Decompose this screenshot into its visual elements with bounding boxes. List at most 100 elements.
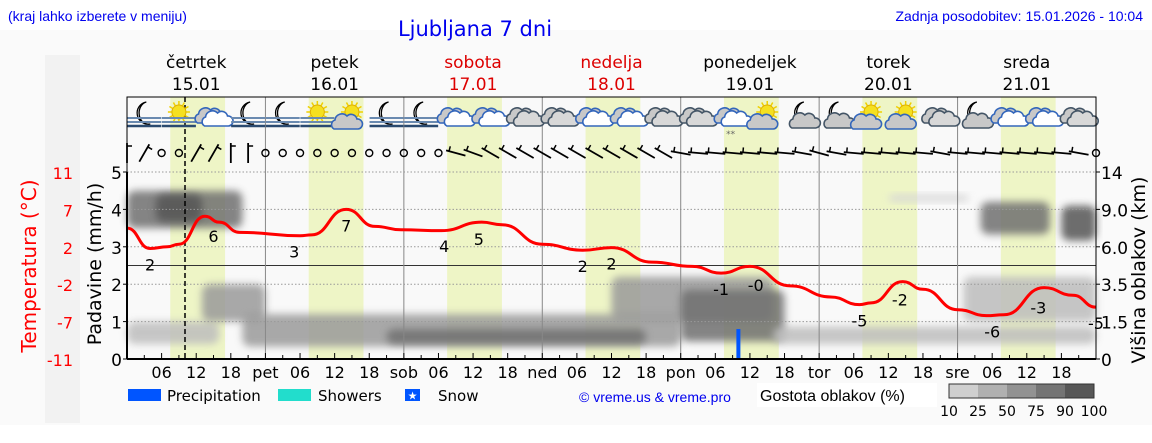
wind-staff — [498, 147, 517, 159]
wind-barb — [483, 144, 488, 150]
moon-icon — [274, 101, 289, 125]
grid — [127, 97, 1096, 359]
wind-barb-icon — [498, 144, 517, 159]
wind-barb — [552, 144, 557, 150]
x-tick-label: 18 — [636, 363, 656, 382]
temperature-label: 5 — [474, 230, 484, 249]
sun-ray — [184, 105, 189, 110]
weather-icon-moon-fog — [265, 101, 300, 128]
wind-barb-icon — [533, 144, 552, 159]
day-date: 18.01 — [587, 75, 636, 95]
wind-staff — [138, 143, 151, 163]
location-hint[interactable]: (kraj lahko izberete v meniju) — [8, 8, 187, 24]
wind-barb — [932, 146, 935, 152]
x-tick-label: 06 — [705, 363, 725, 382]
wind-barb — [811, 146, 815, 152]
sun-icon — [309, 104, 325, 120]
wind-barb-icon — [1068, 146, 1089, 156]
wind-barb-icon — [757, 147, 778, 155]
daylight-band — [862, 97, 918, 359]
temperature-label: 2 — [145, 256, 155, 275]
sun-ray — [357, 114, 362, 119]
cloud-layer — [680, 289, 785, 342]
wind-barb-icon — [190, 143, 205, 163]
weather-icon-cloud — [194, 107, 234, 127]
calm-wind-icon — [382, 148, 391, 158]
temperature-tick-label: -7 — [57, 314, 73, 333]
moon-icon — [413, 101, 428, 125]
cloud-layer — [980, 201, 1050, 235]
day-date: 15.01 — [172, 75, 221, 95]
cloud-height-tick-label: 1.5 — [1101, 314, 1128, 334]
cloud-icon — [884, 113, 917, 130]
sun-icon — [171, 104, 187, 120]
wind-barb — [1071, 146, 1074, 152]
wind-barb-icon — [999, 147, 1020, 155]
wind-staff — [1034, 151, 1055, 155]
snow-star-icon: ★ — [408, 390, 418, 403]
wind-barb-icon — [895, 147, 916, 155]
day-name: četrtek — [166, 53, 227, 73]
wind-staff — [895, 151, 916, 155]
axes: 5 4 3 2 1 0 11 7 2 -2 -7 -11 14 9.0 6.0 3.5 1.5 0 06 12 18 pe… — [47, 96, 1128, 382]
density-swatch — [1036, 384, 1065, 398]
cloud-layer — [1061, 205, 1096, 241]
wind-barb — [500, 144, 505, 150]
density-tick-label: 25 — [969, 404, 987, 420]
sun-ray — [354, 102, 359, 107]
wind-barb — [518, 144, 523, 150]
wind-barb-icon — [722, 147, 743, 155]
wind-barb-icon — [947, 147, 968, 155]
temperature-label: -1 — [713, 280, 729, 299]
calm-wind-icon — [399, 148, 409, 158]
wind-staff — [757, 151, 778, 155]
wind-staff — [207, 143, 220, 163]
x-tick-label: pet — [252, 363, 278, 382]
wind-barb — [828, 146, 832, 152]
weather-icon-moon-fog — [369, 101, 404, 128]
weather-icon-cloud — [575, 107, 615, 127]
sun-ray — [357, 105, 362, 110]
cloud-layer — [155, 194, 202, 222]
temperature-tick-label: 7 — [63, 201, 73, 220]
precip-tick-label: 0 — [111, 351, 122, 371]
wind-staff — [774, 151, 795, 155]
wind-barb — [622, 144, 626, 150]
calm-wind-icon — [174, 148, 184, 158]
weather-icon-sun-fog — [161, 101, 196, 128]
wind-barb — [147, 146, 153, 151]
precip-tick-label: 1 — [111, 314, 122, 334]
sun-ray — [911, 114, 916, 119]
wind-staff — [739, 151, 760, 155]
wind-barb-icon — [670, 146, 691, 156]
precip-axis-title: Padavine (mm/h) — [84, 183, 106, 346]
weather-icon-cloud — [436, 107, 477, 127]
wind-staff — [878, 151, 899, 155]
cloud-density-layers — [127, 190, 1096, 347]
cloud-layer — [127, 321, 220, 345]
day-name: nedelja — [580, 53, 642, 73]
wind-barb-icon — [619, 144, 638, 159]
weather-icon-overcast — [921, 107, 961, 127]
weather-icon-cloud — [609, 107, 650, 127]
wind-barb — [673, 146, 676, 152]
sun-ray — [876, 105, 881, 110]
calm-wind-icon — [365, 148, 374, 158]
precip-tick-label: 3 — [111, 239, 122, 259]
cloud-density-label: Gostota oblakov (%) — [760, 388, 905, 405]
wind-barb-icon — [445, 146, 466, 157]
copyright-link[interactable]: © vreme.us & vreme.pro — [579, 389, 731, 405]
x-tick-label: 06 — [290, 363, 310, 382]
day-date: 16.01 — [310, 75, 359, 95]
weather-icon-cloud — [471, 107, 511, 127]
calm-wind-icon — [278, 148, 287, 158]
density-tick-label: 100 — [1081, 404, 1108, 420]
wind-staff — [481, 147, 500, 159]
wind-barb-icon — [585, 144, 604, 159]
wind-barb-icon — [791, 146, 812, 156]
weather-icon-overcast — [678, 107, 719, 127]
weather-icon-sun-fog — [300, 101, 335, 128]
x-tick-label: 18 — [913, 363, 933, 382]
